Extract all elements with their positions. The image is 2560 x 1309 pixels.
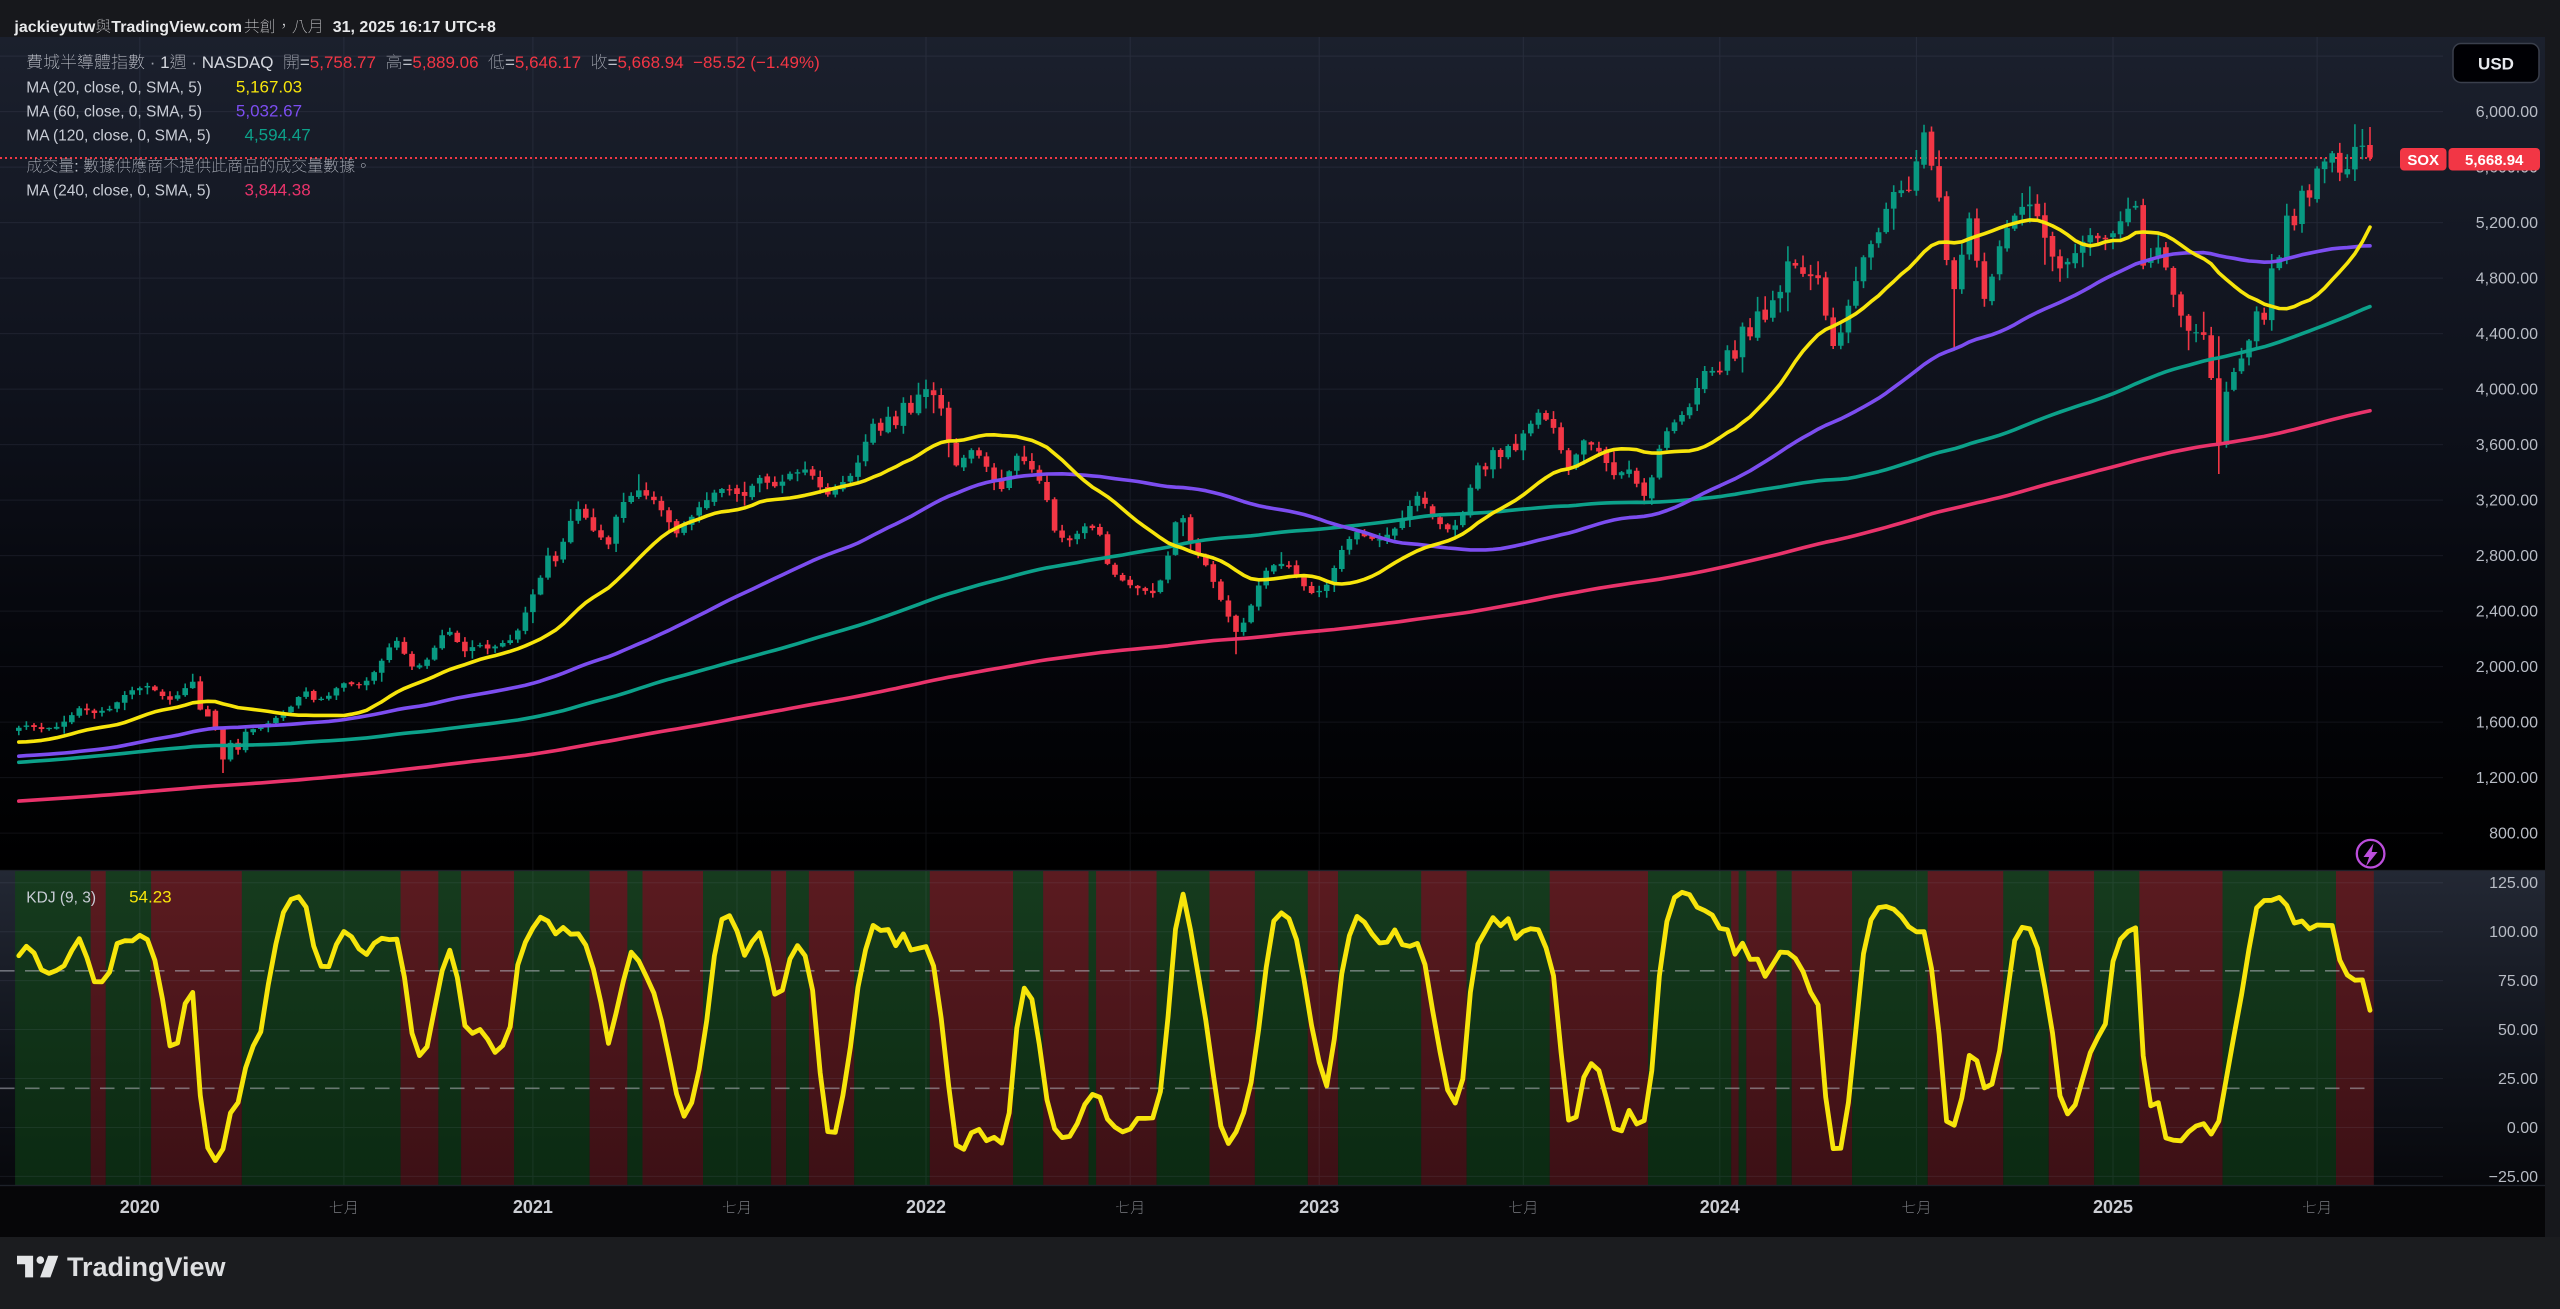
svg-text:−85.52 (−1.49%): −85.52 (−1.49%) [693, 53, 820, 72]
svg-text:MA (20, close, 0, SMA, 5): MA (20, close, 0, SMA, 5) [26, 79, 202, 96]
svg-text:5,646.17: 5,646.17 [515, 53, 581, 72]
svg-text::: : [74, 159, 78, 176]
svg-text:3,200.00: 3,200.00 [2476, 493, 2538, 510]
svg-text:75.00: 75.00 [2498, 973, 2538, 990]
svg-text:2023: 2023 [1299, 1197, 1339, 1217]
svg-text:=: = [505, 53, 515, 72]
svg-text:MA (60, close, 0, SMA, 5): MA (60, close, 0, SMA, 5) [26, 103, 202, 120]
svg-text:MA (120, close, 0, SMA, 5): MA (120, close, 0, SMA, 5) [26, 127, 210, 144]
svg-text:5,889.06: 5,889.06 [412, 53, 478, 72]
svg-text:2,000.00: 2,000.00 [2476, 659, 2538, 676]
svg-text:50.00: 50.00 [2498, 1022, 2538, 1039]
svg-text:2022: 2022 [906, 1197, 946, 1217]
svg-text:2020: 2020 [120, 1197, 160, 1217]
svg-text:54.23: 54.23 [129, 888, 172, 907]
svg-text:=: = [608, 53, 618, 72]
svg-text:2024: 2024 [1700, 1197, 1740, 1217]
svg-text:2021: 2021 [513, 1197, 553, 1217]
svg-text:5,668.94: 5,668.94 [618, 53, 684, 72]
svg-text:3,600.00: 3,600.00 [2476, 437, 2538, 454]
svg-text:2,400.00: 2,400.00 [2476, 604, 2538, 621]
svg-text:KDJ (9, 3): KDJ (9, 3) [26, 890, 96, 907]
svg-text:5,167.03: 5,167.03 [236, 77, 302, 96]
svg-text:1: 1 [160, 53, 169, 72]
svg-text:·: · [150, 53, 156, 72]
svg-text:jackieyutw: jackieyutw [13, 19, 95, 36]
svg-text:0.00: 0.00 [2507, 1120, 2538, 1137]
svg-text:5,758.77: 5,758.77 [310, 53, 376, 72]
svg-text:TradingView.com: TradingView.com [111, 19, 242, 36]
svg-text:4,400.00: 4,400.00 [2476, 326, 2538, 343]
svg-text:3,844.38: 3,844.38 [245, 181, 311, 200]
svg-text:·: · [191, 53, 197, 72]
svg-text:MA (240, close, 0, SMA, 5): MA (240, close, 0, SMA, 5) [26, 183, 210, 200]
svg-text:4,594.47: 4,594.47 [245, 125, 311, 144]
svg-text:5,668.94: 5,668.94 [2465, 152, 2524, 169]
svg-text:=: = [403, 53, 413, 72]
svg-text:5,032.67: 5,032.67 [236, 101, 302, 120]
svg-text:125.00: 125.00 [2489, 875, 2538, 892]
svg-text:USD: USD [2478, 55, 2514, 74]
svg-text:2025: 2025 [2093, 1197, 2133, 1217]
svg-text:100.00: 100.00 [2489, 924, 2538, 941]
svg-text:SOX: SOX [2407, 152, 2439, 169]
svg-text:1,600.00: 1,600.00 [2476, 715, 2538, 732]
svg-text:NASDAQ: NASDAQ [202, 53, 274, 72]
svg-text:=: = [300, 53, 310, 72]
svg-text:6,000.00: 6,000.00 [2476, 104, 2538, 121]
svg-text:4,800.00: 4,800.00 [2476, 271, 2538, 288]
svg-text:4,000.00: 4,000.00 [2476, 382, 2538, 399]
svg-text:TradingView: TradingView [67, 1252, 227, 1282]
svg-text:5,200.00: 5,200.00 [2476, 215, 2538, 232]
svg-text:1,200.00: 1,200.00 [2476, 770, 2538, 787]
svg-text:31, 2025 16:17 UTC+8: 31, 2025 16:17 UTC+8 [333, 19, 496, 36]
svg-text:25.00: 25.00 [2498, 1071, 2538, 1088]
svg-text:−25.00: −25.00 [2489, 1169, 2538, 1186]
svg-text:2,800.00: 2,800.00 [2476, 548, 2538, 565]
svg-text:800.00: 800.00 [2489, 826, 2538, 843]
